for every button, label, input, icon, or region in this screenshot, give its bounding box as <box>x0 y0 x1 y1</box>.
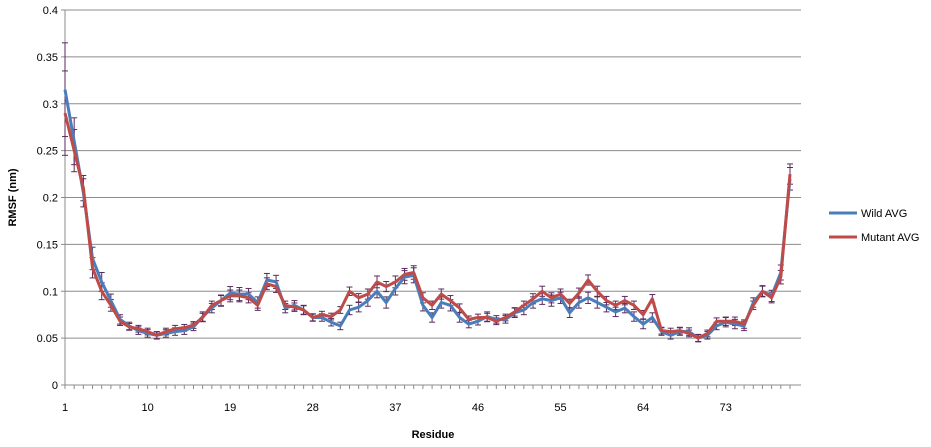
y-tick-label: 0.05 <box>37 333 58 345</box>
series-lines <box>63 89 792 340</box>
x-tick-label: 73 <box>720 402 732 414</box>
y-tick-label: 0.15 <box>37 239 58 251</box>
x-tick-label: 55 <box>554 402 566 414</box>
gridlines <box>65 9 801 339</box>
series-line-mutant <box>63 112 792 340</box>
error-bars <box>62 42 793 343</box>
x-tick-label: 28 <box>307 402 319 414</box>
x-tick-labels: 1 10 19 28 37 46 55 64 73 <box>62 402 732 414</box>
y-tick-label: 0.35 <box>37 52 58 64</box>
x-tick-label: 64 <box>637 402 649 414</box>
x-axis-title: Residue <box>412 429 455 441</box>
y-tick-label: 0.2 <box>43 193 58 205</box>
x-tick-label: 10 <box>141 402 153 414</box>
x-tick-label: 37 <box>389 402 401 414</box>
y-tick-labels: 0 0.05 0.1 0.15 0.2 0.25 0.3 0.35 0.4 <box>37 5 58 392</box>
y-tick-label: 0 <box>52 380 58 392</box>
legend-label: Wild AVG <box>861 208 907 220</box>
legend-label: Mutant AVG <box>861 232 920 244</box>
x-tick-label: 46 <box>472 402 484 414</box>
y-tick-label: 0.4 <box>43 5 58 17</box>
legend: Wild AVG Mutant AVG <box>829 208 920 244</box>
x-tick-label: 1 <box>62 402 68 414</box>
y-axis-title: RMSF (nm) <box>7 168 19 226</box>
x-tick-label: 19 <box>224 402 236 414</box>
y-tick-label: 0.3 <box>43 99 58 111</box>
y-tick-label: 0.25 <box>37 146 58 158</box>
y-tick-label: 0.1 <box>43 286 58 298</box>
series-line-wild <box>63 89 792 340</box>
